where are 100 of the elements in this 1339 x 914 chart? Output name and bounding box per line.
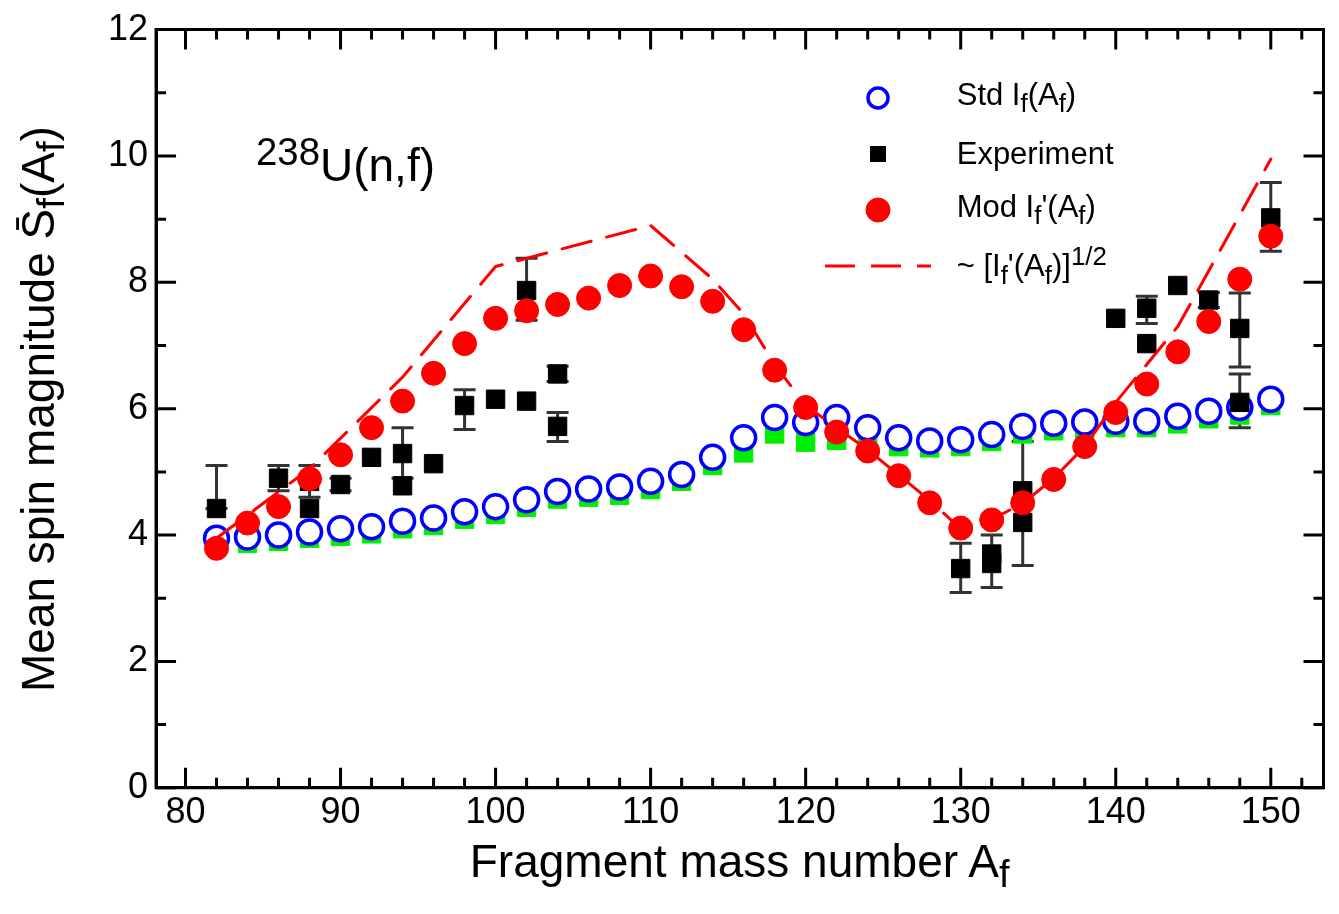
x-tick-label: 130 (930, 790, 991, 832)
point (1137, 333, 1157, 354)
point (419, 504, 448, 532)
point (235, 510, 261, 536)
point (1008, 412, 1037, 441)
point (328, 442, 354, 468)
point (547, 416, 568, 437)
point (423, 453, 444, 474)
x-tick-label: 90 (320, 790, 361, 832)
point (512, 485, 541, 514)
point (1230, 318, 1250, 339)
point (1072, 434, 1098, 460)
x-tick-label: 100 (465, 790, 526, 832)
point (516, 391, 537, 411)
point (729, 424, 758, 452)
point (1039, 409, 1068, 437)
x-axis-title: Fragment mass number A$_{f}$ (469, 833, 1010, 896)
point (326, 515, 355, 543)
point (607, 272, 633, 298)
point (359, 415, 385, 441)
point (951, 558, 971, 579)
point (421, 360, 447, 386)
x-tick-label: 120 (775, 790, 836, 832)
point (266, 494, 292, 520)
y-tick-label: 4 (128, 511, 149, 553)
point (1103, 399, 1129, 425)
point (948, 515, 974, 541)
point (982, 553, 1002, 574)
point (884, 424, 913, 452)
point (1133, 407, 1161, 436)
annotation: $^{238}$U(n,f) (256, 129, 435, 192)
point (264, 521, 293, 549)
point (698, 443, 727, 472)
point (1164, 402, 1192, 431)
point (514, 298, 540, 324)
point (452, 331, 478, 357)
point (1227, 266, 1253, 292)
y-tick-label: 0 (128, 764, 149, 806)
point (1070, 408, 1099, 436)
legend-label: Experiment (956, 135, 1114, 172)
point (388, 507, 417, 535)
point (392, 443, 413, 464)
point (1134, 371, 1160, 397)
point (1168, 275, 1188, 296)
point (731, 317, 757, 343)
point (204, 535, 230, 561)
point (1010, 490, 1036, 516)
point (667, 460, 696, 489)
point (543, 477, 572, 506)
point (1106, 308, 1126, 329)
point (1195, 397, 1223, 425)
legend-label: ~ [I$_{f}$'(A$_{f}$)]$^{1/2}$ (956, 241, 1107, 290)
point (824, 419, 850, 445)
point (638, 263, 664, 289)
point (1137, 298, 1157, 318)
point (545, 291, 571, 317)
y-tick-label: 6 (128, 385, 149, 427)
point (481, 492, 510, 521)
x-tick-label: 80 (165, 790, 206, 832)
point (268, 468, 289, 488)
point (1013, 512, 1033, 533)
point (700, 288, 726, 314)
x-tick-label: 110 (621, 790, 680, 832)
point (669, 274, 695, 300)
point (299, 498, 320, 519)
point (576, 285, 602, 311)
point (1165, 339, 1191, 365)
point (760, 403, 789, 432)
point (485, 389, 506, 409)
x-tick-label: 150 (1240, 790, 1301, 832)
point (855, 438, 881, 464)
point (946, 425, 975, 454)
point (886, 463, 912, 489)
y-tick-label: 12 (108, 6, 149, 48)
point (357, 513, 386, 541)
point (1041, 466, 1067, 492)
point (977, 420, 1006, 449)
point (392, 476, 413, 496)
point (361, 447, 382, 468)
point (516, 280, 537, 301)
y-tick-label: 8 (128, 259, 149, 301)
point (483, 305, 509, 331)
legend-label: Std I$_{f}$(A$_{f}$) (956, 77, 1077, 119)
point (605, 473, 634, 501)
point (574, 475, 603, 503)
point (1258, 223, 1284, 249)
y-tick-label: 2 (128, 638, 149, 680)
point (1196, 309, 1222, 335)
point (915, 427, 944, 455)
point (295, 518, 324, 546)
point (450, 497, 479, 526)
y-tick-label: 10 (108, 132, 149, 174)
x-tick-label: 140 (1085, 790, 1146, 832)
point (636, 467, 665, 496)
point (206, 498, 227, 519)
point (390, 388, 416, 414)
point (297, 466, 323, 492)
point (454, 395, 475, 416)
legend-label: Mod I$_{f}$'(A$_{f}$) (956, 189, 1096, 231)
point (917, 490, 943, 516)
